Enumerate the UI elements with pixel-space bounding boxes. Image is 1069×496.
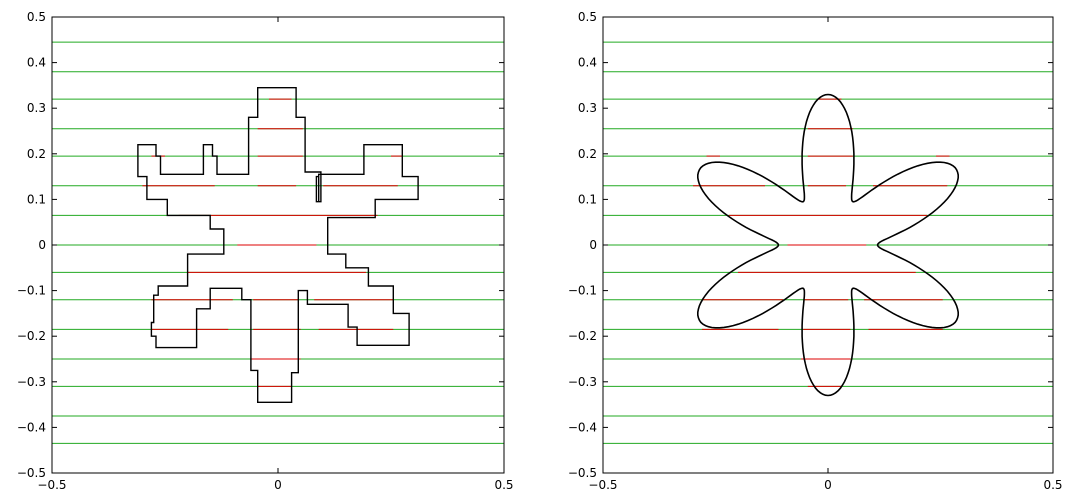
y-tick-label: 0.2 [578, 147, 597, 161]
y-tick-label: −0.4 [568, 420, 597, 434]
left-chart-panel: 0.5 0.4 0.3 0.2 0.1 0 −0.1 −0.2 −0.3 −0.4 −0.5−0.5… [17, 10, 514, 492]
y-tick-label: −0.5 [17, 466, 46, 480]
rectilinear-boundary [137, 86, 419, 403]
smooth-boundary [697, 93, 959, 397]
x-tick-label: 0.5 [494, 478, 513, 492]
y-tick-label: 0.1 [27, 192, 46, 206]
y-tick-label: −0.2 [568, 329, 597, 343]
y-tick-label: −0.3 [568, 375, 597, 389]
x-tick-label: 0.5 [1043, 478, 1062, 492]
y-tick-label: 0.2 [27, 147, 46, 161]
x-tick-label: 0 [824, 478, 832, 492]
y-tick-label: 0.4 [578, 56, 597, 70]
y-tick-label: −0.1 [17, 284, 46, 298]
x-tick-label: −0.5 [37, 478, 66, 492]
y-tick-label: −0.4 [17, 420, 46, 434]
x-tick-label: 0 [274, 478, 282, 492]
y-tick-label: −0.2 [17, 329, 46, 343]
y-tick-label: 0.5 [27, 10, 46, 24]
y-tick-label: −0.3 [17, 375, 46, 389]
right-chart-panel: 0.5 0.4 0.3 0.2 0.1 0 −0.1 −0.2 −0.3 −0.4 −0.5−0.5… [568, 10, 1063, 492]
y-tick-label: 0 [38, 238, 46, 252]
y-tick-label: 0.3 [27, 101, 46, 115]
y-tick-label: −0.5 [568, 466, 597, 480]
y-tick-label: 0 [589, 238, 597, 252]
y-tick-label: 0.5 [578, 10, 597, 24]
y-tick-label: 0.4 [27, 56, 46, 70]
y-tick-label: 0.1 [578, 192, 597, 206]
y-tick-label: 0.3 [578, 101, 597, 115]
y-tick-label: −0.1 [568, 284, 597, 298]
x-tick-label: −0.5 [588, 478, 617, 492]
